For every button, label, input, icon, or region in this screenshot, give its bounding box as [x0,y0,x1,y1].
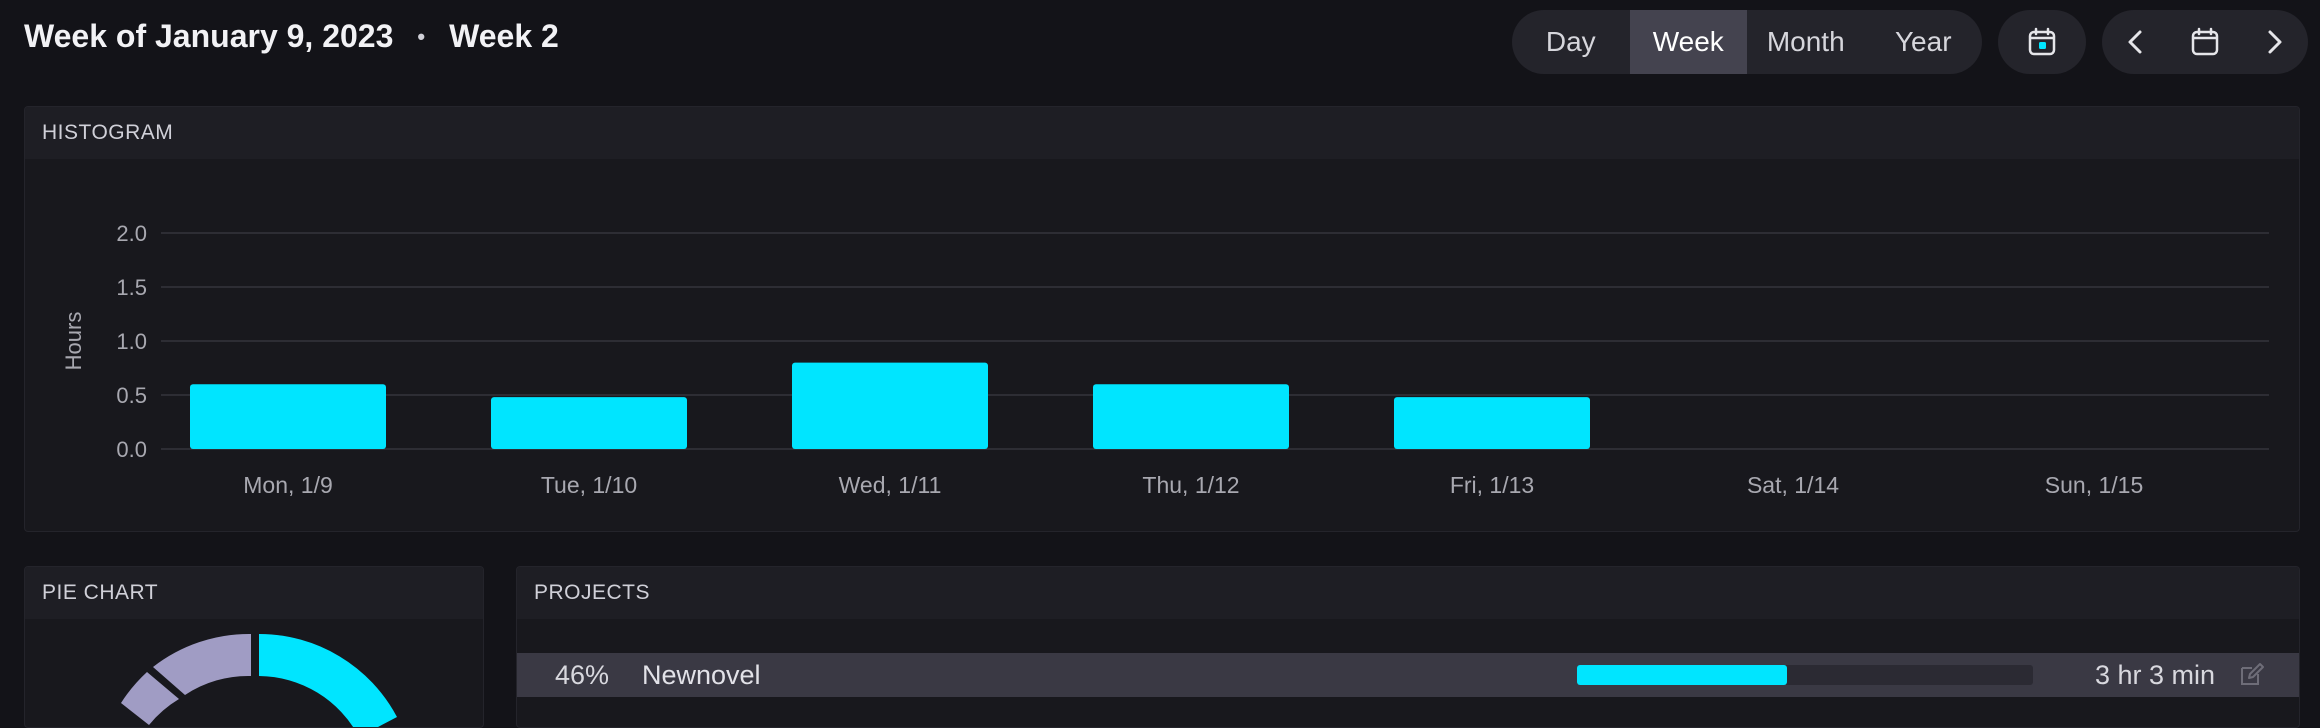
x-tick-label: Sun, 1/15 [2045,472,2143,498]
range-year-button[interactable]: Year [1894,26,1952,57]
y-tick-label: 2.0 [116,221,147,246]
calendar-icon[interactable] [2185,22,2225,62]
pie-chart-heading: PIE CHART [25,567,483,619]
pie-segment-newnovel[interactable] [259,633,397,727]
chevron-right-icon[interactable] [2254,22,2294,62]
pie-chart-card: PIE CHART [24,566,484,728]
range-week-button[interactable]: Week [1629,10,1747,74]
x-tick-label: Fri, 1/13 [1450,472,1534,498]
histogram-bar[interactable] [792,362,988,449]
project-percent: 46% [555,659,610,690]
week-number: Week 2 [449,18,559,54]
today-button-group [1998,10,2086,74]
pie-chart [121,633,397,727]
pie-segment-other[interactable] [153,633,251,695]
range-selector: Day Week Month Year [1512,10,1982,74]
date-navigation [2102,10,2308,74]
y-tick-label: 1.0 [116,329,147,354]
histogram-heading: HISTOGRAM [25,107,2299,159]
histogram-bar[interactable] [190,384,386,449]
histogram-card: HISTOGRAM 0.0 0.5 1.0 1.5 2.0 Hours Mon, 1/9 Tu… [24,106,2300,532]
histogram-bar[interactable] [1093,384,1289,449]
range-day-button[interactable]: Day [1545,26,1596,57]
project-progress-bar [1577,665,2033,685]
project-duration: 3 hr 3 min [2094,659,2215,690]
calendar-today-icon[interactable] [2022,22,2062,62]
histogram-bar[interactable] [491,397,687,449]
y-tick-label: 0.0 [116,437,147,462]
title-separator: • [417,23,426,49]
x-tick-label: Sat, 1/14 [1747,472,1839,498]
y-tick-label: 1.5 [116,275,147,300]
range-month-button[interactable]: Month [1766,26,1845,57]
y-axis-label: Hours [61,312,86,371]
y-tick-label: 0.5 [116,383,147,408]
x-tick-label: Mon, 1/9 [243,472,333,498]
histogram-bar[interactable] [1394,397,1590,449]
histogram-chart: 0.0 0.5 1.0 1.5 2.0 Hours Mon, 1/9 Tue, 1/10 Wed… [61,221,2269,498]
x-tick-label: Thu, 1/12 [1142,472,1239,498]
project-progress-fill [1577,665,1787,685]
x-tick-label: Wed, 1/11 [839,472,942,498]
project-name: Newnovel [642,659,761,690]
project-row[interactable]: 46% Newnovel 3 hr 3 min [517,653,2299,697]
projects-heading: PROJECTS [517,567,2299,619]
projects-card: PROJECTS 46% Newnovel 3 hr 3 min [516,566,2300,728]
edit-icon[interactable] [2237,661,2265,689]
chevron-left-icon[interactable] [2116,22,2156,62]
week-title: Week of January 9, 2023 [24,18,394,54]
x-tick-label: Tue, 1/10 [541,472,637,498]
page-title: Week of January 9, 2023 • Week 2 [24,18,559,55]
